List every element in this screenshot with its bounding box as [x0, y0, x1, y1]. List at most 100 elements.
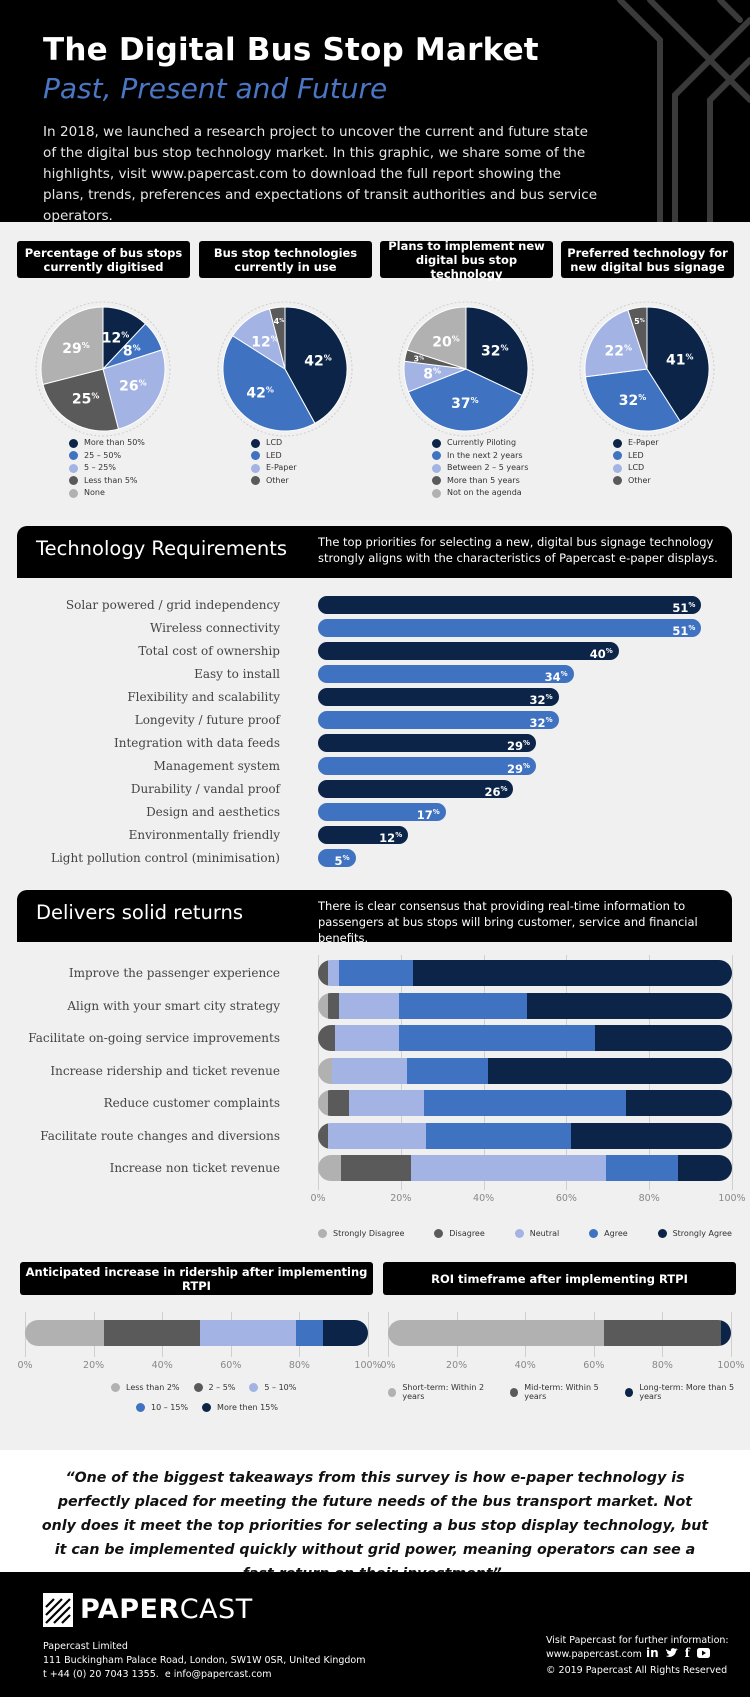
legend-swatch — [136, 1403, 145, 1412]
x-tick-label: 100% — [354, 1360, 382, 1371]
pie-chart-title: Preferred technology for new digital bus… — [561, 241, 734, 278]
legend-item: E-Paper — [251, 462, 297, 475]
social-icons: in f — [646, 1646, 710, 1660]
youtube-icon[interactable] — [696, 1648, 710, 1658]
x-tick-label: 0% — [17, 1360, 33, 1371]
copyright: © 2019 Papercast All Rights Reserved — [546, 1665, 728, 1676]
legend-swatch — [657, 1229, 667, 1238]
rtpi-chart-title: Anticipated increase in ridership after … — [20, 1262, 373, 1295]
x-tick-label: 0% — [380, 1360, 396, 1371]
intro-text: In 2018, we launched a research project … — [43, 124, 598, 222]
legend-label: Short-term: Within 2 years — [402, 1383, 485, 1401]
grid-line — [732, 955, 733, 1190]
header: The Digital Bus Stop Market Past, Presen… — [0, 0, 750, 222]
twitter-icon[interactable] — [665, 1648, 678, 1658]
return-label: Facilitate route changes and diversions — [40, 1128, 280, 1143]
requirement-bar: 34% — [318, 665, 574, 684]
bar-segment — [328, 992, 339, 1019]
return-bar — [318, 1122, 732, 1149]
linkedin-icon[interactable]: in — [646, 1646, 659, 1660]
legend-swatch — [432, 488, 441, 498]
legend-item: LCD — [251, 437, 297, 450]
x-tick-label: 100% — [718, 1193, 746, 1204]
email-link[interactable]: e info@papercast.com — [164, 1669, 272, 1680]
legend-item: 10 – 15% — [136, 1403, 188, 1412]
return-bar — [318, 960, 732, 986]
requirement-bar: 17% — [318, 803, 446, 822]
rtpi-legend: Short-term: Within 2 years Mid-term: With… — [388, 1383, 750, 1401]
legend-item: Currently Piloting — [432, 437, 528, 450]
x-tick-label: 60% — [555, 1193, 577, 1204]
facebook-icon[interactable]: f — [684, 1646, 690, 1660]
rtpi-legend: 10 – 15% More then 15% — [136, 1403, 278, 1412]
legend-swatch — [514, 1229, 524, 1238]
section-title: Technology Requirements — [36, 537, 287, 560]
pie-legend: Currently Piloting In the next 2 years Bet… — [432, 437, 528, 500]
bar-segment — [527, 992, 732, 1019]
legend-item: More than 5 years — [432, 475, 528, 488]
bar-segment — [199, 1320, 296, 1346]
pie-chart-title: Plans to implement new digital bus stop … — [380, 239, 553, 281]
visit-text: Visit Papercast for further information: — [546, 1635, 729, 1646]
legend-item: Strongly Agree — [657, 1229, 732, 1238]
bar-segment — [423, 1090, 627, 1116]
legend-label: More than 5 years — [447, 475, 520, 485]
bar-segment — [407, 1057, 488, 1084]
bar-segment — [388, 1320, 605, 1346]
requirement-label: Wireless connectivity — [150, 621, 280, 635]
requirement-bar: 40% — [318, 642, 619, 661]
bar-segment — [487, 1057, 732, 1084]
legend-label: More than 50% — [84, 438, 145, 447]
bar-segment — [349, 1090, 424, 1116]
legend-label: Currently Piloting — [447, 438, 517, 447]
x-tick-label: 40% — [514, 1360, 536, 1371]
bar-segment — [295, 1320, 324, 1346]
phone: t +44 (0) 20 7043 1355. — [43, 1669, 159, 1680]
website-link[interactable]: www.papercast.com — [546, 1649, 642, 1660]
section-text: There is clear consensus that providing … — [318, 899, 698, 945]
legend-swatch — [434, 1229, 444, 1238]
requirement-bar: 29% — [318, 734, 537, 753]
return-label: Reduce customer complaints — [103, 1096, 280, 1110]
legend-label: More then 15% — [217, 1403, 278, 1412]
legend-swatch — [193, 1383, 203, 1392]
legend-label: Between 2 – 5 years — [447, 463, 529, 472]
requirement-bar: 32% — [318, 711, 559, 730]
legend-swatch — [388, 1387, 397, 1397]
legend-item: Other — [251, 475, 297, 488]
x-tick-label: 40% — [151, 1360, 173, 1371]
legend-label: 10 – 15% — [151, 1403, 189, 1412]
requirement-label: Durability / vandal proof — [130, 782, 280, 796]
papercast-logo-icon — [43, 1593, 73, 1627]
legend-swatch — [625, 1387, 634, 1397]
legend-item: More then 15% — [202, 1403, 278, 1412]
legend-label: 5 – 10% — [264, 1383, 297, 1392]
pie-legend: LCD LED E-Paper Other — [251, 437, 297, 487]
legend-item: In the next 2 years — [432, 450, 528, 463]
pie-slice — [102, 349, 166, 430]
x-tick-label: 20% — [83, 1360, 105, 1371]
legend-item: Between 2 – 5 years — [432, 462, 528, 475]
legend-label: LCD — [266, 438, 283, 447]
x-tick-label: 80% — [651, 1360, 673, 1371]
legend-item: Long-term: More than 5 years — [625, 1383, 750, 1401]
requirement-bar: 29% — [318, 757, 537, 776]
pie-slice-label: 5% — [634, 317, 645, 326]
legend-swatch — [432, 451, 441, 461]
legend-swatch — [69, 476, 78, 486]
requirement-label: Flexibility and scalability — [127, 690, 280, 704]
pie-legend: E-Paper LED LCD Other — [613, 437, 659, 487]
legend-item: Agree — [589, 1229, 628, 1238]
x-tick-label: 100% — [717, 1360, 745, 1371]
brand-part-1: PAPER — [80, 1594, 180, 1625]
x-tick-label: 40% — [473, 1193, 495, 1204]
brand-part-2: CAST — [179, 1594, 253, 1625]
pie-slice — [407, 368, 523, 432]
legend-item: 2 – 5% — [193, 1383, 235, 1392]
footer: PAPERCAST Papercast Limited 111 Buckingh… — [0, 1572, 750, 1697]
x-tick-label: 20% — [446, 1360, 468, 1371]
section-text: The top priorities for selecting a new, … — [318, 535, 718, 565]
bar-segment — [318, 1155, 341, 1181]
legend-label: In the next 2 years — [447, 450, 523, 460]
legend-label: None — [84, 488, 105, 497]
